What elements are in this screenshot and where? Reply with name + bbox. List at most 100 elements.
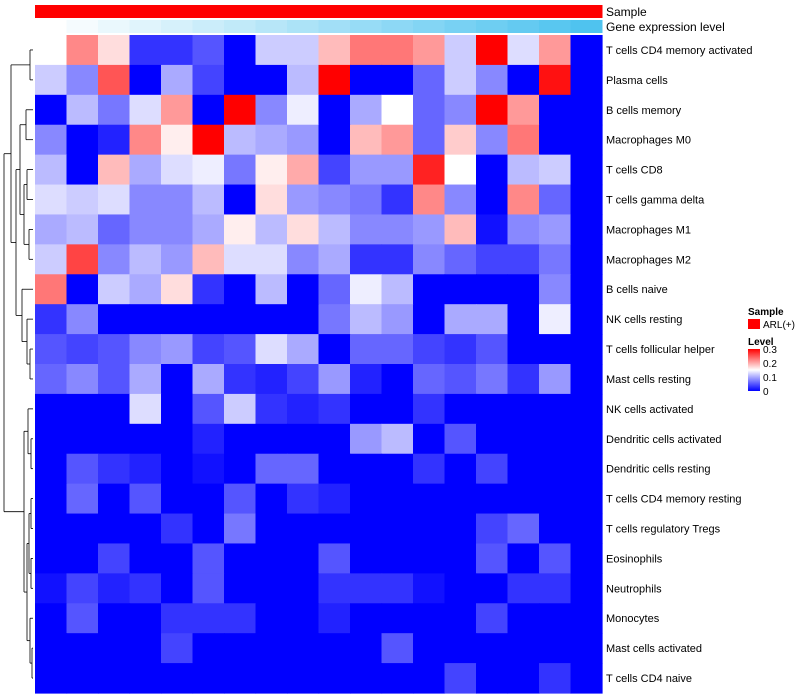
- heatmap-cell: [192, 513, 225, 545]
- heatmap-cell: [476, 633, 509, 664]
- heatmap-cell: [444, 94, 477, 126]
- heatmap-cell: [287, 573, 320, 604]
- heatmap-cell: [539, 453, 572, 485]
- heatmap-cell: [350, 35, 383, 66]
- heatmap-cell: [539, 573, 572, 604]
- row-label: T cells CD8: [606, 165, 663, 177]
- heatmap-cell: [35, 543, 68, 574]
- heatmap-cell: [161, 94, 194, 126]
- heatmap-cell: [98, 94, 131, 126]
- row-label: Plasma cells: [606, 75, 668, 87]
- heatmap-cell: [476, 453, 509, 485]
- heatmap-cell: [539, 364, 572, 395]
- heatmap-cell: [318, 124, 351, 156]
- heatmap-cell: [350, 364, 383, 395]
- heatmap-cell: [255, 453, 288, 485]
- heatmap-cell: [570, 35, 603, 66]
- heatmap-cell: [507, 304, 540, 335]
- heatmap-cell: [224, 453, 257, 485]
- heatmap-cell: [161, 393, 194, 425]
- heatmap-cell: [224, 633, 257, 664]
- heatmap-cell: [35, 483, 68, 515]
- heatmap-cell: [476, 35, 509, 66]
- heatmap-cell: [35, 64, 68, 96]
- annotation-cell: [318, 5, 351, 18]
- heatmap-cell: [318, 543, 351, 574]
- heatmap-cell: [192, 573, 225, 604]
- heatmap-cell: [129, 35, 162, 66]
- heatmap-cell: [255, 64, 288, 96]
- heatmap-cell: [255, 543, 288, 574]
- heatmap-cell: [129, 513, 162, 545]
- annotation-cell: [66, 20, 99, 33]
- heatmap-cell: [129, 393, 162, 425]
- heatmap-cell: [413, 184, 446, 216]
- heatmap-cell: [66, 35, 99, 66]
- heatmap-cell: [66, 603, 99, 634]
- annotation-cell: [476, 20, 508, 33]
- heatmap-cell: [129, 453, 162, 485]
- heatmap-cell: [350, 94, 383, 126]
- heatmap-cell: [98, 184, 131, 216]
- heatmap-cell: [381, 124, 414, 156]
- heatmap-cell: [287, 124, 320, 156]
- heatmap-cell: [224, 244, 257, 275]
- heatmap-cell: [476, 94, 509, 126]
- heatmap-cell: [224, 603, 257, 634]
- heatmap-cell: [35, 214, 68, 245]
- heatmap-cell: [444, 364, 477, 395]
- legend: Sample ARL(+) Level 0.3 0.2 0.1 0: [748, 307, 795, 398]
- heatmap-cell: [381, 513, 414, 545]
- heatmap-cell: [224, 393, 257, 425]
- heatmap-cell: [413, 244, 446, 275]
- heatmap-cell: [318, 35, 351, 66]
- heatmap-cell: [318, 244, 351, 275]
- heatmap-cell: [35, 334, 68, 365]
- heatmap-cell: [507, 64, 540, 96]
- heatmap-cell: [570, 364, 603, 395]
- heatmap-cell: [192, 453, 225, 485]
- heatmap-cell: [255, 244, 288, 275]
- row-label: Macrophages M1: [606, 224, 691, 236]
- heatmap-cell: [192, 364, 225, 395]
- heatmap-cell: [192, 393, 225, 425]
- annotation-cell: [66, 5, 99, 18]
- annotation-cell: [381, 20, 414, 33]
- heatmap-cell: [539, 603, 572, 634]
- heatmap-cell: [35, 124, 68, 156]
- heatmap-cell: [224, 94, 257, 126]
- legend-tick-label: 0: [763, 387, 769, 398]
- heatmap-cell: [444, 603, 477, 634]
- annotation-cell: [507, 5, 540, 18]
- heatmap-cell: [350, 334, 383, 365]
- heatmap-cell: [350, 453, 383, 485]
- heatmap-cell: [570, 184, 603, 216]
- row-label: Eosinophils: [606, 553, 663, 565]
- heatmap-cell: [161, 573, 194, 604]
- heatmap-cell: [318, 364, 351, 395]
- heatmap-cell: [539, 184, 572, 216]
- heatmap-cell: [413, 94, 446, 126]
- heatmap-cell: [66, 244, 99, 275]
- heatmap-cell: [476, 603, 509, 634]
- heatmap-cell: [381, 603, 414, 634]
- heatmap-cell: [129, 154, 162, 186]
- heatmap-cell: [413, 393, 446, 425]
- heatmap-cell: [255, 663, 288, 694]
- heatmap-cell: [224, 513, 257, 545]
- heatmap-cell: [161, 483, 194, 515]
- heatmap-cell: [539, 244, 572, 275]
- heatmap-cell: [507, 334, 540, 365]
- heatmap-cell: [66, 393, 99, 425]
- heatmap-cell: [98, 423, 131, 455]
- annotation-cell: [350, 5, 382, 18]
- annotation-cell: [413, 20, 445, 33]
- heatmap-cell: [98, 663, 131, 694]
- annotation-cell: [413, 5, 445, 18]
- heatmap-cell: [444, 663, 477, 694]
- heatmap-cell: [476, 483, 509, 515]
- heatmap-cell: [98, 214, 131, 245]
- heatmap-cell: [444, 543, 477, 574]
- heatmap-cell: [129, 603, 162, 634]
- heatmap-cell: [287, 663, 320, 694]
